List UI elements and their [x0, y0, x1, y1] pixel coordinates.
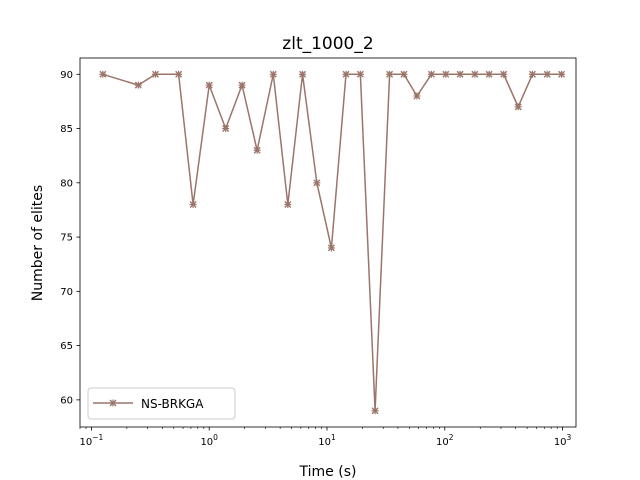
- data-point: [134, 81, 142, 89]
- data-point: [558, 70, 566, 78]
- x-tick-label: 103: [554, 433, 572, 448]
- data-point: [313, 179, 321, 187]
- x-tick-label: 100: [200, 433, 218, 448]
- data-point: [175, 70, 183, 78]
- data-point: [299, 70, 307, 78]
- data-point: [528, 70, 536, 78]
- data-point: [327, 244, 335, 252]
- data-point: [400, 70, 408, 78]
- data-point: [371, 407, 379, 415]
- y-tick-label: 60: [60, 395, 73, 406]
- data-point: [189, 201, 197, 209]
- data-point: [386, 70, 394, 78]
- data-point: [238, 81, 246, 89]
- data-point: [253, 146, 261, 154]
- y-tick-label: 70: [60, 287, 73, 298]
- data-point: [413, 92, 421, 100]
- legend: NS-BRKGA: [87, 387, 236, 420]
- plot-area: 10−1 100 101 102 103 60 65 70 75 80 85 90 NS-BRKGA: [60, 57, 577, 448]
- axes-frame: [79, 57, 577, 428]
- legend-label: NS-BRKGA: [141, 397, 204, 411]
- data-point: [99, 70, 107, 78]
- data-point: [356, 70, 364, 78]
- x-tick-label: 102: [436, 433, 454, 448]
- x-tick-label: 10−1: [80, 433, 104, 448]
- data-point: [514, 103, 522, 111]
- data-point: [342, 70, 350, 78]
- legend-box: [87, 387, 236, 420]
- data-point: [152, 70, 160, 78]
- data-point: [427, 70, 435, 78]
- data-point: [222, 125, 230, 133]
- chart-title: zlt_1000_2: [282, 34, 373, 54]
- x-axis-label: Time (s): [299, 464, 357, 480]
- legend-marker: [109, 399, 117, 407]
- data-point: [442, 70, 450, 78]
- data-point: [543, 70, 551, 78]
- data-point: [471, 70, 479, 78]
- data-point: [456, 70, 464, 78]
- y-axis-label: Number of elites: [30, 185, 46, 301]
- y-tick-label: 85: [60, 124, 73, 135]
- x-tick-label: 101: [318, 433, 336, 448]
- data-point: [284, 201, 292, 209]
- y-tick-label: 80: [60, 178, 73, 189]
- data-point: [500, 70, 508, 78]
- y-tick-label: 75: [60, 233, 73, 244]
- data-point: [205, 81, 213, 89]
- y-tick-label: 65: [60, 341, 73, 352]
- data-point: [485, 70, 493, 78]
- data-point: [269, 70, 277, 78]
- y-tick-label: 90: [60, 70, 73, 81]
